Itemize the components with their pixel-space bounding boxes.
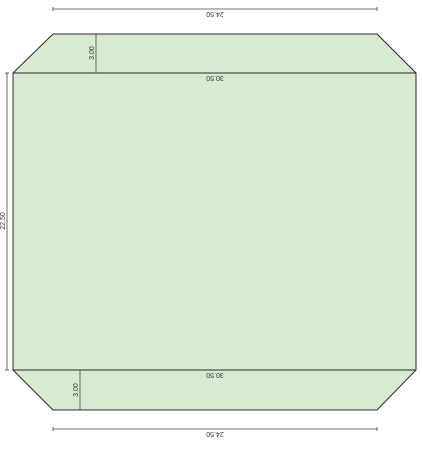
- top-width-label: 24.50: [206, 10, 224, 17]
- lower-flap-depth-dimension: 3.00: [73, 370, 81, 410]
- lower-fold-width-label: 30.50: [206, 371, 224, 378]
- upper-flap-depth-dimension: 3.00: [89, 34, 97, 73]
- top-width-dimension: 24.50: [52, 7, 378, 17]
- left-height-label: 22.50: [0, 212, 7, 230]
- bottom-width-dimension: 24.50: [52, 427, 378, 437]
- bottom-width-label: 24.50: [206, 430, 224, 437]
- upper-fold-width-label: 30.50: [206, 74, 224, 81]
- left-height-dimension: 22.50: [0, 72, 9, 371]
- lower-flap-depth-label: 3.00: [73, 383, 80, 397]
- upper-flap-depth-label: 3.00: [89, 46, 96, 60]
- panel-outline: [12, 33, 417, 411]
